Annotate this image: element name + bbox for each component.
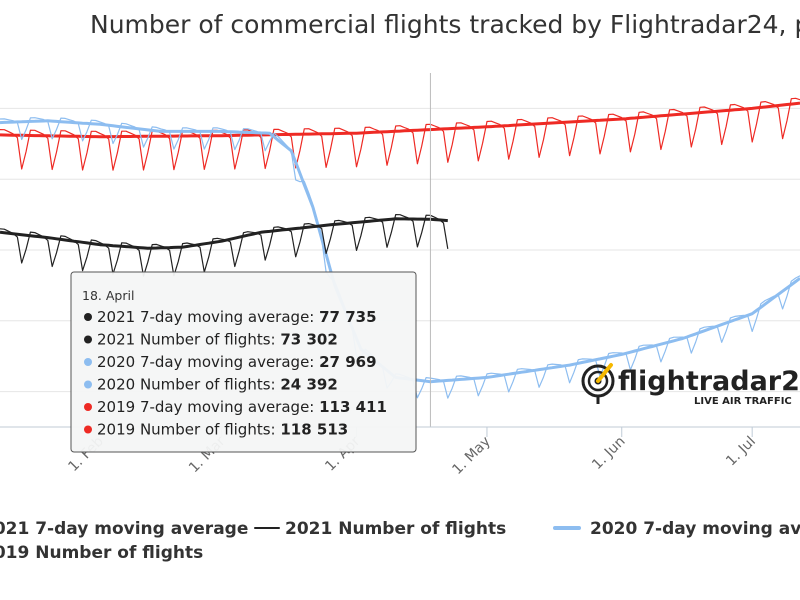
tooltip-row-label: 2021 7-day moving average:	[97, 308, 319, 326]
legend-label: 2019 Number of flights	[0, 543, 203, 563]
legend-label: 2020 7-day moving avera	[590, 519, 800, 539]
legend-label: 2021 7-day moving average	[0, 519, 248, 539]
x-tick-label: 1. May	[449, 434, 493, 478]
tooltip-bullet	[84, 313, 92, 321]
legend-item[interactable]: 2021 Number of flights	[254, 519, 506, 539]
series-line-0	[0, 217, 448, 250]
series-line-5	[0, 97, 800, 171]
tooltip-bullet	[84, 335, 92, 344]
tooltip-row: 2021 Number of flights: 73 302	[97, 331, 338, 349]
tooltip-row-value: 73 302	[280, 331, 337, 349]
tooltip-row: 2019 7-day moving average: 113 411	[97, 398, 387, 416]
legend-label: 2021 Number of flights	[285, 519, 506, 539]
tooltip: 18. April 2021 7-day moving average: 77 …	[70, 271, 417, 453]
tooltip-row: 2019 Number of flights: 118 513	[97, 421, 348, 439]
tooltip-bullet	[84, 403, 92, 411]
brand-tagline: LIVE AIR TRAFFIC	[694, 396, 792, 407]
tooltip-bullet	[84, 358, 92, 366]
x-tick-label: 1. Jul	[723, 434, 759, 470]
tooltip-row-value: 77 735	[319, 308, 376, 326]
legend-item[interactable]: 2020 7-day moving avera	[553, 519, 800, 539]
photo-credit: © Sir Chandler	[637, 557, 757, 576]
tooltip-row: 2020 Number of flights: 24 392	[97, 376, 338, 394]
tooltip-row-value: 113 411	[319, 398, 387, 416]
tooltip-row-value: 118 513	[280, 421, 348, 439]
tooltip-row-label: 2019 7-day moving average:	[97, 398, 319, 416]
tooltip-bullet	[84, 380, 92, 389]
tooltip-row-label: 2020 Number of flights:	[97, 376, 280, 394]
series-line-4	[0, 101, 800, 139]
tooltip-row-value: 27 969	[319, 353, 376, 371]
tooltip-bullet	[84, 425, 92, 434]
tooltip-row-label: 2020 7-day moving average:	[97, 353, 319, 371]
tooltip-row-value: 24 392	[280, 376, 337, 394]
chart-title: Number of commercial flights tracked by …	[90, 10, 800, 39]
tooltip-row-label: 2021 Number of flights:	[97, 331, 280, 349]
brand-name: flightradar24	[618, 366, 800, 397]
legend-item[interactable]: 2021 7-day moving average	[0, 519, 248, 539]
tooltip-row: 2020 7-day moving average: 27 969	[97, 353, 377, 371]
tooltip-row-label: 2019 Number of flights:	[97, 421, 280, 439]
x-tick-label: 1. Jun	[589, 434, 628, 473]
tooltip-row: 2021 7-day moving average: 77 735	[97, 308, 377, 326]
series-line-1	[0, 214, 449, 277]
tooltip-date: 18. April	[82, 288, 134, 303]
legend: 2021 7-day moving average 2021 Number of …	[0, 519, 800, 563]
legend-item[interactable]: 2019 Number of flights	[0, 543, 203, 563]
radar-icon	[581, 363, 615, 404]
flightradar24-logo: flightradar24 LIVE AIR TRAFFIC	[581, 363, 800, 407]
